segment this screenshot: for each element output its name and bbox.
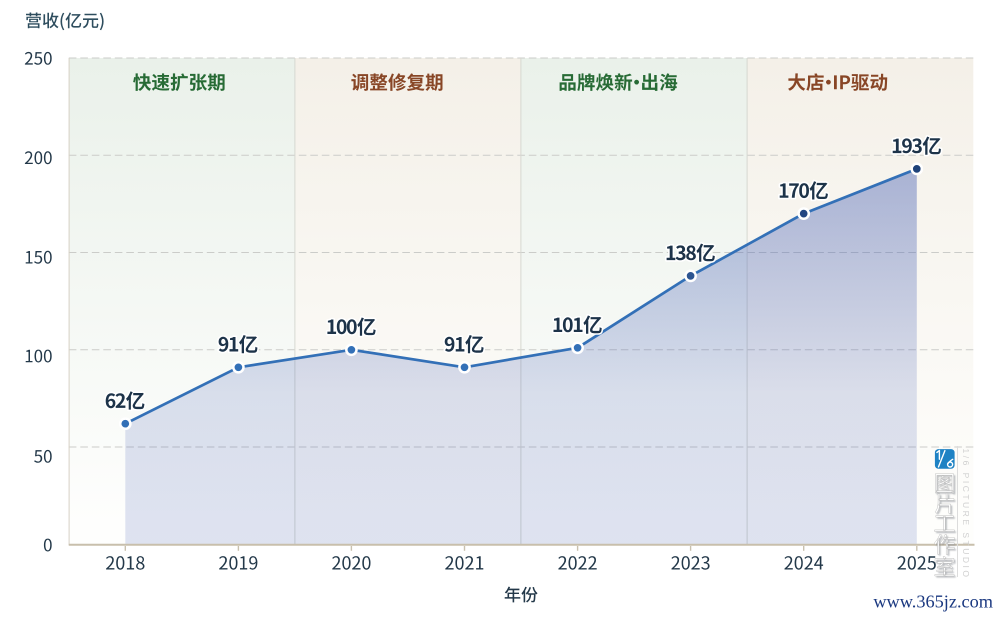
svg-text:www.365jz.com: www.365jz.com bbox=[873, 591, 993, 611]
svg-text:1/6 PICTURE STUDIO: 1/6 PICTURE STUDIO bbox=[961, 449, 971, 580]
